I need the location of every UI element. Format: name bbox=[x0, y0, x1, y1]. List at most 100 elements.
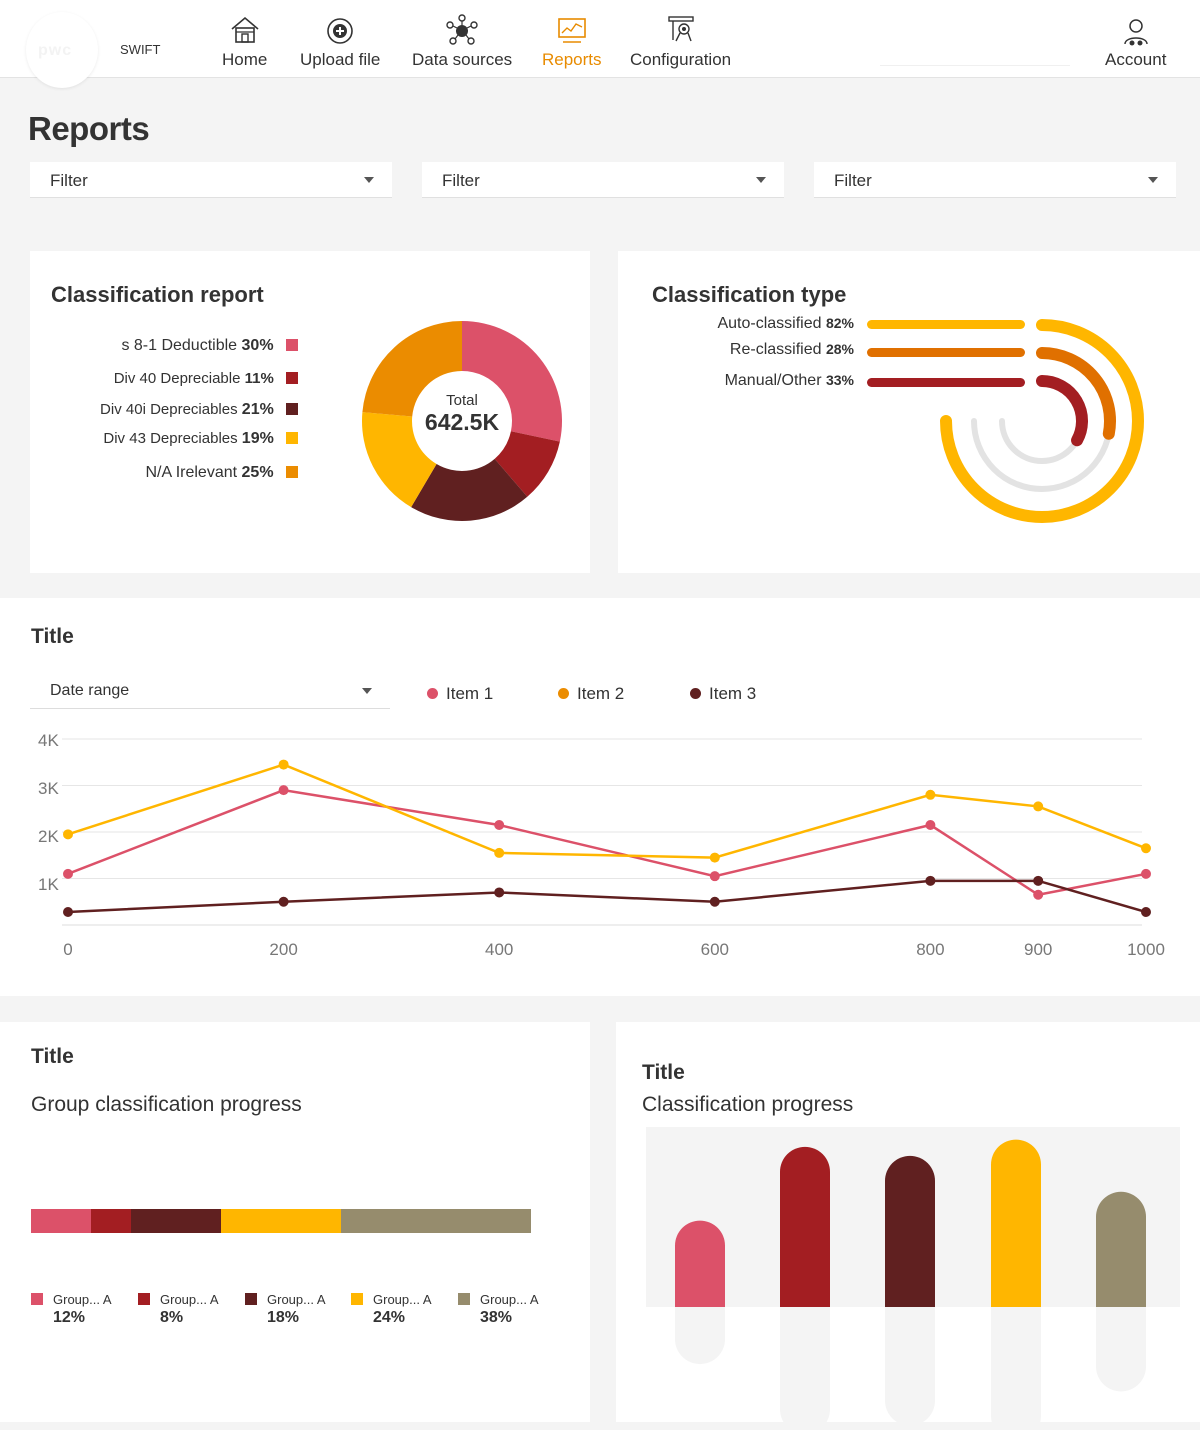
stacked-bar-segment[interactable] bbox=[91, 1209, 132, 1233]
legend-item-2[interactable]: Item 2 bbox=[558, 684, 624, 704]
classification-donut-chart bbox=[362, 321, 562, 521]
legend-label: Div 40 Depreciable bbox=[113, 370, 241, 387]
group-legend-pct: 12% bbox=[53, 1309, 86, 1326]
pwc-logo[interactable]: pwc bbox=[26, 12, 98, 88]
filter-dropdown-1[interactable]: Filter bbox=[30, 162, 392, 198]
filter-dropdown-3[interactable]: Filter bbox=[814, 162, 1176, 198]
bar-pill-shape[interactable] bbox=[991, 1139, 1041, 1307]
data-point[interactable] bbox=[709, 896, 720, 907]
group-legend-item: Group... A 38% bbox=[458, 1292, 539, 1327]
data-point[interactable] bbox=[494, 887, 505, 898]
donut-slice[interactable] bbox=[362, 321, 462, 417]
classification-progress-bar-chart bbox=[646, 1127, 1180, 1422]
group-legend-label: Group... A bbox=[160, 1292, 219, 1307]
nav-upload-file[interactable]: Upload file bbox=[300, 14, 380, 70]
classification-type-radial-chart bbox=[940, 319, 1144, 523]
legend-item: s 8-1 Deductible 30% bbox=[121, 337, 298, 355]
data-point[interactable] bbox=[1141, 906, 1151, 917]
legend-label: Item 2 bbox=[577, 684, 625, 703]
line-chart: 4K 3K 2K 1K 0 200 400 600 800 900 1000 bbox=[38, 731, 1165, 959]
donut-slice[interactable] bbox=[462, 321, 562, 442]
data-point[interactable] bbox=[709, 852, 720, 863]
y-tick-label: 1K bbox=[38, 875, 59, 894]
class-progress-section-title: Title bbox=[642, 1061, 685, 1084]
data-point[interactable] bbox=[925, 875, 936, 886]
data-point[interactable] bbox=[1033, 875, 1044, 886]
group-legend-label: Group... A bbox=[267, 1292, 326, 1307]
filter-dropdown-2[interactable]: Filter bbox=[422, 162, 784, 198]
data-point[interactable] bbox=[1141, 868, 1151, 879]
legend-dot bbox=[690, 688, 701, 699]
group-legend-item: Group... A 8% bbox=[138, 1292, 219, 1327]
group-legend-item: Group... A 24% bbox=[351, 1292, 432, 1327]
bar-pill[interactable] bbox=[675, 1220, 725, 1307]
stacked-bar-segment[interactable] bbox=[131, 1209, 222, 1233]
data-point[interactable] bbox=[925, 789, 936, 800]
y-tick-label: 3K bbox=[38, 779, 59, 798]
nav-configuration[interactable]: Configuration bbox=[630, 14, 731, 70]
bar-pill-shape[interactable] bbox=[675, 1220, 725, 1307]
donut-slice[interactable] bbox=[411, 458, 528, 521]
chevron-down-icon bbox=[362, 688, 372, 694]
radial-arc bbox=[1036, 375, 1088, 447]
bar-reflection bbox=[885, 1282, 935, 1422]
nav-home-label: Home bbox=[222, 50, 268, 69]
donut-slice[interactable] bbox=[362, 412, 437, 508]
bar-pill-shape[interactable] bbox=[780, 1146, 830, 1307]
bar-pill[interactable] bbox=[1096, 1191, 1146, 1307]
legend-swatch bbox=[286, 372, 298, 384]
legend-label: Div 40i Depreciables bbox=[100, 401, 238, 418]
classification-type-row: Re-classified 28% bbox=[730, 341, 854, 359]
data-point[interactable] bbox=[63, 868, 73, 879]
donut-slice[interactable] bbox=[494, 431, 560, 497]
data-point[interactable] bbox=[278, 759, 289, 770]
stacked-bar-segment[interactable] bbox=[31, 1209, 92, 1233]
legend-pct: 19% bbox=[241, 430, 274, 447]
classification-type-card: Classification type Auto-classified 82% … bbox=[618, 251, 1200, 573]
legend-item-3[interactable]: Item 3 bbox=[690, 684, 756, 704]
legend-swatch bbox=[286, 466, 298, 478]
legend-pct: 30% bbox=[241, 337, 274, 354]
data-point[interactable] bbox=[925, 820, 936, 831]
chevron-down-icon bbox=[1148, 177, 1158, 183]
data-point[interactable] bbox=[1141, 843, 1151, 854]
group-legend-pct: 18% bbox=[267, 1309, 300, 1326]
stacked-bar-segment[interactable] bbox=[221, 1209, 342, 1233]
legend-dot bbox=[427, 688, 438, 699]
classification-type-row: Auto-classified 82% bbox=[717, 315, 854, 333]
legend-item-1[interactable]: Item 1 bbox=[427, 684, 493, 704]
legend-item: Div 40 Depreciable 11% bbox=[114, 370, 298, 387]
data-point[interactable] bbox=[278, 785, 289, 796]
date-range-dropdown[interactable]: Date range bbox=[30, 673, 390, 709]
data-point[interactable] bbox=[709, 871, 720, 882]
stacked-bar-segment[interactable] bbox=[341, 1209, 531, 1233]
legend-label: Item 3 bbox=[709, 684, 757, 703]
bar-pill-shape[interactable] bbox=[885, 1155, 935, 1307]
data-point[interactable] bbox=[63, 906, 73, 917]
nav-reports[interactable]: Reports bbox=[542, 14, 602, 70]
date-range-label: Date range bbox=[50, 682, 130, 699]
x-tick-label: 800 bbox=[916, 940, 944, 959]
data-point[interactable] bbox=[494, 847, 505, 858]
data-point[interactable] bbox=[63, 829, 73, 840]
legend-label: Div 43 Depreciables bbox=[103, 430, 238, 447]
data-point[interactable] bbox=[494, 820, 505, 831]
data-point[interactable] bbox=[1033, 801, 1044, 812]
bar-pill-shape[interactable] bbox=[1096, 1191, 1146, 1307]
search-field[interactable] bbox=[880, 40, 1070, 66]
data-point[interactable] bbox=[278, 896, 289, 907]
legend-swatch bbox=[138, 1293, 150, 1305]
nav-home[interactable]: Home bbox=[222, 14, 267, 70]
bar-pill[interactable] bbox=[885, 1155, 935, 1307]
chevron-down-icon bbox=[364, 177, 374, 183]
nav-account[interactable]: Account bbox=[1105, 14, 1166, 70]
filter-label: Filter bbox=[50, 171, 88, 190]
donut-center: Total 642.5K bbox=[412, 392, 512, 436]
x-tick-label: 400 bbox=[485, 940, 513, 959]
nav-data-sources[interactable]: Data sources bbox=[412, 14, 512, 70]
data-point[interactable] bbox=[1033, 889, 1044, 900]
line-chart-section: Title bbox=[0, 598, 1200, 996]
legend-item: Div 40i Depreciables 21% bbox=[100, 401, 298, 419]
bar-pill[interactable] bbox=[780, 1146, 830, 1307]
bar-pill[interactable] bbox=[991, 1139, 1041, 1307]
